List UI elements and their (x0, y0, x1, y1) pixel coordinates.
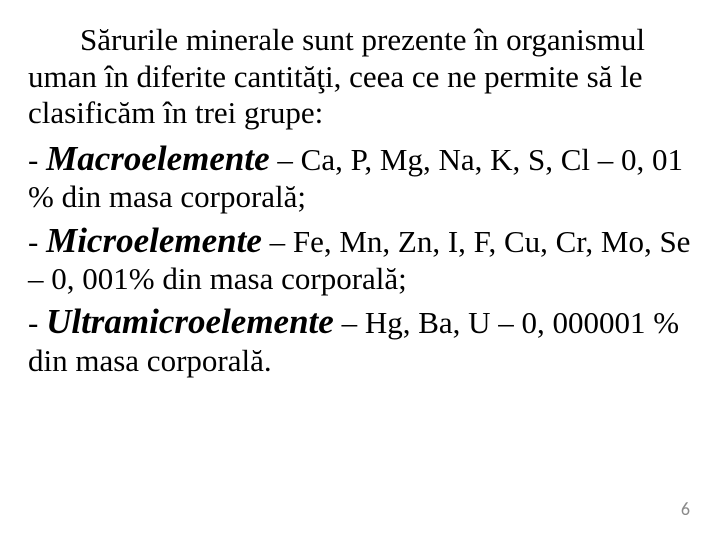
item-term: Microelemente (46, 221, 262, 260)
item-lead: - (28, 305, 46, 340)
item-lead: - (28, 224, 46, 259)
intro-paragraph: Sărurile minerale sunt prezente în organ… (28, 22, 692, 132)
list-item: - Ultramicroelemente – Hg, Ba, U – 0, 00… (28, 301, 692, 379)
item-term: Macroelemente (46, 139, 270, 178)
list-item: - Microelemente – Fe, Mn, Zn, I, F, Cu, … (28, 220, 692, 298)
item-term: Ultramicroelemente (46, 302, 334, 341)
list-item: - Macroelemente – Ca, P, Mg, Na, K, S, C… (28, 138, 692, 216)
page-number: 6 (681, 498, 690, 520)
item-lead: - (28, 142, 46, 177)
